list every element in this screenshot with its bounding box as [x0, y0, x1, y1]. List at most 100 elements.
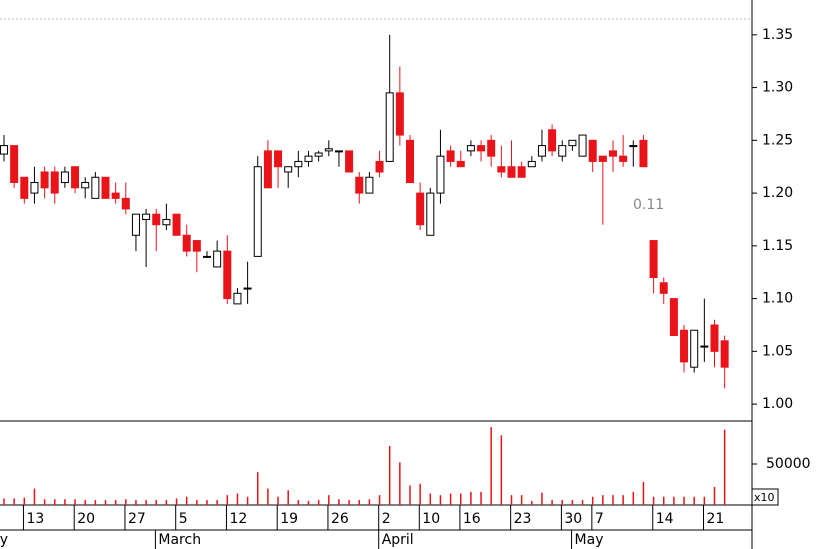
- annotation: 0.11: [633, 197, 664, 213]
- candle-body: [588, 139, 597, 162]
- candle-body: [345, 150, 354, 173]
- candle-body: [182, 234, 191, 252]
- candle-body: [365, 176, 374, 194]
- candle-body: [152, 213, 161, 226]
- candle-body: [263, 150, 272, 189]
- y-tick-label: 1.30: [762, 80, 793, 96]
- candle-body: [101, 176, 110, 199]
- candle-body: [30, 182, 39, 194]
- candle-body: [710, 324, 719, 352]
- candle-body: [91, 176, 100, 199]
- candle-body: [314, 152, 323, 157]
- x-tick-label: 10: [422, 511, 440, 527]
- candle-body: [203, 255, 211, 258]
- candle-body: [284, 166, 293, 173]
- candle-body: [172, 213, 181, 236]
- candle-body: [517, 166, 526, 178]
- x-tick-label: 2: [382, 511, 391, 527]
- candle-body: [568, 139, 577, 147]
- candle-body: [436, 155, 445, 194]
- candle-body: [629, 145, 638, 148]
- candle-body: [456, 160, 465, 168]
- candle-body: [720, 340, 729, 368]
- candle-body: [385, 92, 394, 162]
- candle-body: [649, 240, 658, 279]
- candle-body: [395, 92, 404, 136]
- x-tick-label: 23: [514, 511, 532, 527]
- candle-body: [527, 160, 536, 168]
- month-label: April: [382, 532, 414, 548]
- candle-body: [639, 139, 648, 168]
- candle-body: [416, 192, 425, 226]
- y-tick-label: 1.00: [762, 396, 793, 412]
- x-tick-label: 13: [26, 511, 44, 527]
- x-tick-label: 21: [707, 511, 725, 527]
- candle-body: [578, 134, 587, 157]
- volume-unit: x10: [754, 491, 775, 504]
- y-tick-label: 1.20: [762, 185, 793, 201]
- x-tick-label: 30: [564, 511, 582, 527]
- candle-body: [700, 345, 709, 348]
- y-tick-label: 1.05: [762, 343, 793, 359]
- candle-body: [192, 240, 201, 252]
- candle-body: [659, 282, 668, 294]
- candle-body: [548, 129, 557, 152]
- candle-body: [558, 145, 567, 157]
- candle-body: [243, 287, 252, 290]
- month-label: February: [0, 532, 8, 548]
- candle-body: [71, 166, 80, 189]
- candle-body: [253, 166, 262, 257]
- candle-body: [507, 166, 516, 178]
- candle-body: [477, 145, 486, 152]
- candle-body: [50, 171, 59, 194]
- candle-body: [213, 250, 222, 268]
- candle-body: [111, 192, 120, 199]
- candle-body: [40, 171, 49, 189]
- y-tick-label: 1.10: [762, 291, 793, 307]
- candle-body: [497, 166, 506, 173]
- candle-body: [142, 213, 151, 220]
- month-label: May: [575, 532, 604, 548]
- x-tick-label: 27: [128, 511, 146, 527]
- candle-body: [619, 155, 628, 162]
- candle-body: [294, 160, 303, 168]
- y-tick-label: 1.25: [762, 132, 793, 148]
- x-tick-label: 12: [229, 511, 247, 527]
- candle-body: [121, 197, 130, 210]
- candle-body: [324, 148, 333, 152]
- candle-body: [274, 150, 283, 168]
- candle-body: [355, 176, 364, 194]
- candle-body: [375, 160, 384, 173]
- candle-body: [426, 192, 435, 236]
- candle-body: [680, 329, 689, 363]
- candle-body: [233, 292, 242, 305]
- candle-body: [162, 218, 171, 226]
- volume-unit-box: [751, 488, 779, 506]
- candle-body: [60, 171, 69, 184]
- candle-body: [609, 150, 617, 157]
- month-label: March: [158, 532, 201, 548]
- x-tick-label: 26: [331, 511, 349, 527]
- candle-body: [131, 213, 140, 236]
- candle-body: [81, 182, 90, 189]
- candle-body: [304, 155, 313, 162]
- candle-body: [487, 139, 496, 157]
- candle-body: [690, 329, 699, 368]
- x-tick-label: 7: [595, 511, 604, 527]
- candle-body: [10, 145, 19, 184]
- x-tick-label: 20: [77, 511, 95, 527]
- x-tick-label: 14: [656, 511, 674, 527]
- candle-body: [669, 298, 678, 337]
- x-tick-label: 16: [463, 511, 481, 527]
- candle-body: [537, 145, 546, 157]
- x-tick-label: 19: [280, 511, 298, 527]
- candle-body: [20, 176, 29, 199]
- candle-body: [406, 139, 414, 184]
- y-tick-label: 1.15: [762, 238, 793, 254]
- candle-body: [0, 145, 8, 155]
- candle-body: [446, 150, 455, 162]
- candle-body: [223, 250, 232, 300]
- candle-body: [334, 150, 343, 153]
